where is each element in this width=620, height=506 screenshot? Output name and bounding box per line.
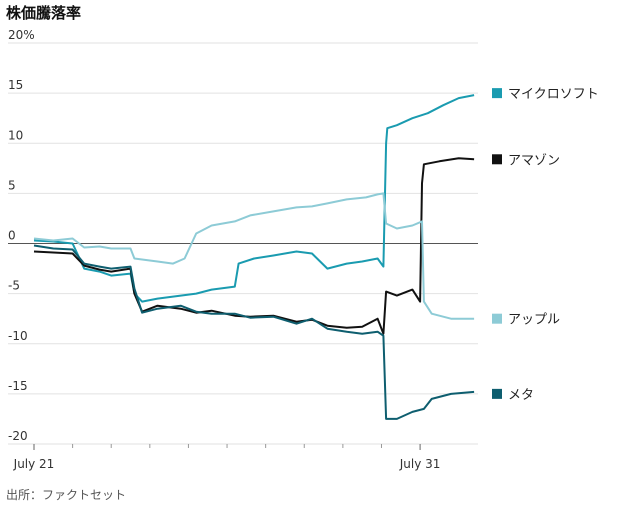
series-line-1 <box>33 157 475 335</box>
x-tick-label-1: July 31 <box>399 457 441 471</box>
legend-label-3: メタ <box>508 388 534 403</box>
legend-swatch-1 <box>492 154 502 165</box>
series-line-3 <box>33 244 475 420</box>
y-tick-label-2: 10 <box>8 128 23 142</box>
y-tick-label-7: -15 <box>8 379 28 393</box>
legend-swatch-3 <box>492 388 502 399</box>
y-tick-label-5: -5 <box>8 279 20 293</box>
legend-swatch-0 <box>492 88 502 99</box>
chart-title: 株価騰落率 <box>6 4 82 22</box>
legend-label-1: アマゾン <box>508 153 560 168</box>
y-tick-label-6: -10 <box>8 329 28 343</box>
series-line-2 <box>33 192 475 320</box>
source-note: 出所：ファクトセット <box>6 488 127 502</box>
y-tick-label-0: 20% <box>8 28 35 42</box>
series-line-0 <box>33 94 475 303</box>
legend-swatch-2 <box>492 313 502 324</box>
y-tick-label-1: 15 <box>8 78 23 92</box>
x-tick-label-0: July 21 <box>13 457 55 471</box>
y-tick-label-3: 5 <box>8 178 16 192</box>
legend-label-0: マイクロソフト <box>508 87 599 102</box>
y-tick-label-8: -20 <box>8 429 28 443</box>
y-tick-label-4: 0 <box>8 229 16 243</box>
legend-label-2: アップル <box>508 313 560 328</box>
